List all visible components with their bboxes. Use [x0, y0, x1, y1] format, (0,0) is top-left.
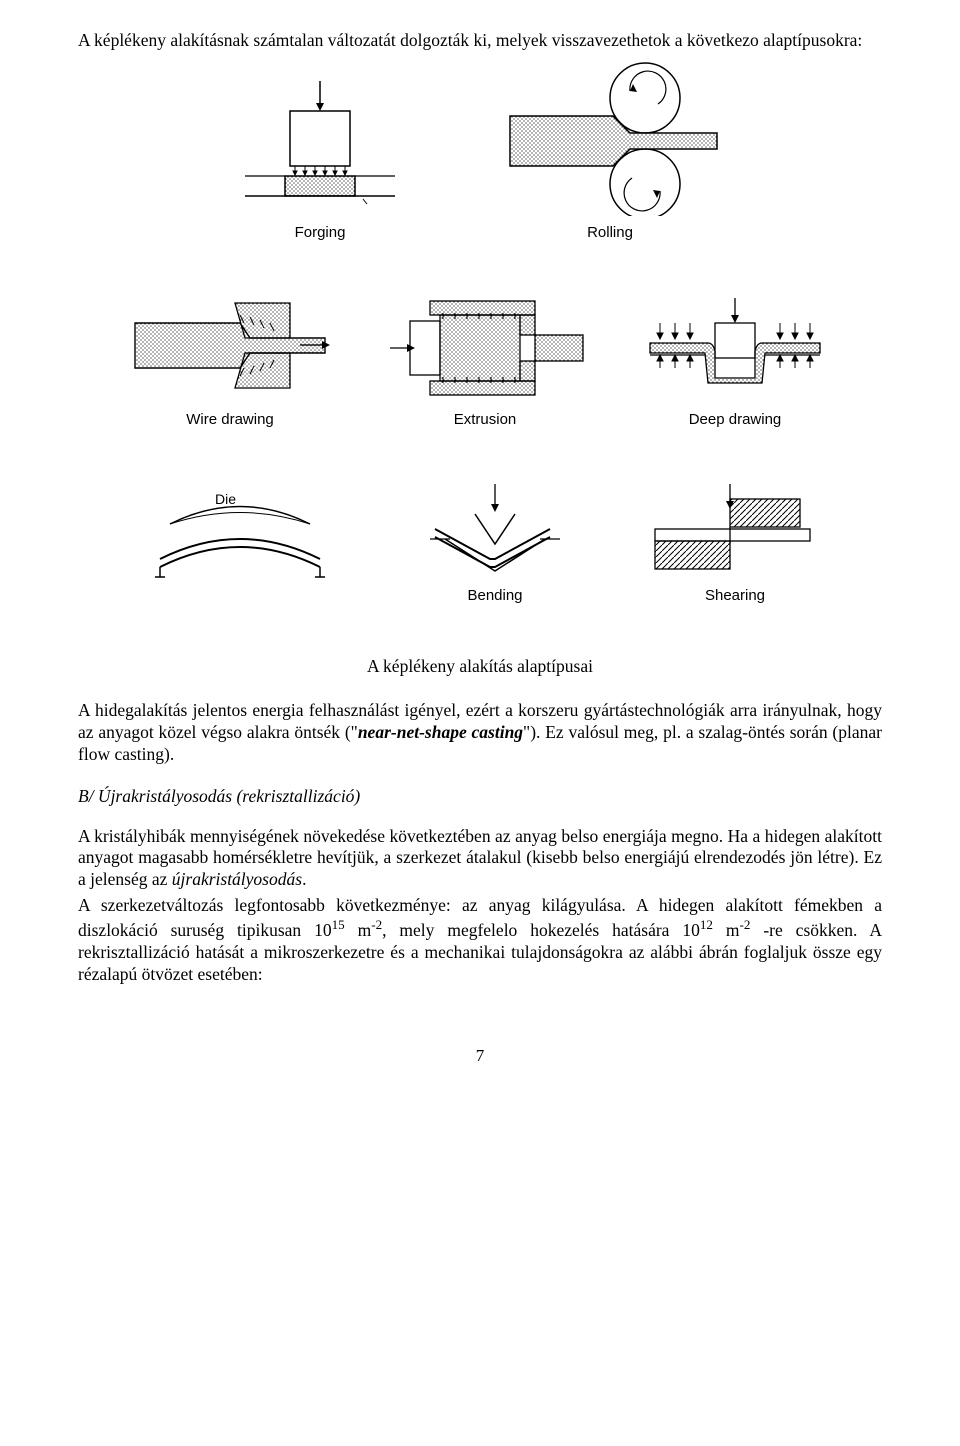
shearing-diagram	[650, 479, 820, 579]
die-bending-spacer	[238, 587, 242, 606]
rolling-label: Rolling	[587, 224, 633, 243]
forging-cell: Forging	[235, 76, 405, 243]
p3-exp1: 15	[332, 917, 345, 932]
deep-drawing-cell: Deep drawing	[640, 293, 830, 430]
extrusion-cell: Extrusion	[385, 293, 585, 430]
page: A képlékeny alakításnak számtalan változ…	[0, 0, 960, 1107]
rolling-diagram	[495, 56, 725, 216]
figure-row-2: Wire drawing	[78, 293, 882, 430]
wire-drawing-label: Wire drawing	[186, 411, 274, 430]
figure-caption: A képlékeny alakítás alaptípusai	[78, 656, 882, 678]
p3-exp2: -2	[371, 917, 382, 932]
rolling-cell: Rolling	[495, 56, 725, 243]
extrusion-diagram	[385, 293, 585, 403]
figure-row-1: Forging Rolling	[78, 56, 882, 243]
p3-b: m	[345, 920, 372, 940]
forging-diagram	[235, 76, 405, 216]
die-bending-cell: Die	[140, 489, 340, 606]
deep-drawing-label: Deep drawing	[689, 411, 782, 430]
p3-d: m	[713, 920, 740, 940]
p3-exp4: -2	[740, 917, 751, 932]
shearing-cell: Shearing	[650, 479, 820, 606]
wire-drawing-diagram	[130, 293, 330, 403]
forging-label: Forging	[295, 224, 346, 243]
bending-cell: Bending	[420, 479, 570, 606]
paragraph-2: A kristályhibák mennyiségének növekedése…	[78, 826, 882, 892]
deep-drawing-diagram	[640, 293, 830, 403]
p1-term: near-net-shape casting	[358, 722, 523, 742]
paragraph-3: A szerkezetváltozás legfontosabb követke…	[78, 895, 882, 985]
p3-c: , mely megfelelo hokezelés hatására 10	[382, 920, 700, 940]
extrusion-label: Extrusion	[454, 411, 517, 430]
p2-part-c: .	[302, 869, 306, 889]
p2-term: újrakristályosodás	[172, 869, 302, 889]
paragraph-1: A hidegalakítás jelentos energia felhasz…	[78, 700, 882, 766]
intro-paragraph: A képlékeny alakításnak számtalan változ…	[78, 30, 882, 52]
bending-diagram	[420, 479, 570, 579]
die-inline-label: Die	[215, 491, 236, 507]
shearing-label: Shearing	[705, 587, 765, 606]
page-number: 7	[78, 1045, 882, 1066]
wire-drawing-cell: Wire drawing	[130, 293, 330, 430]
p3-exp3: 12	[700, 917, 713, 932]
figure-block: Forging Rolling	[78, 56, 882, 678]
figure-row-3: Die	[78, 479, 882, 606]
die-bending-diagram: Die	[140, 489, 340, 579]
section-heading: B/ Újrakristályosodás (rekrisztallizáció…	[78, 786, 882, 808]
bending-label: Bending	[467, 587, 522, 606]
